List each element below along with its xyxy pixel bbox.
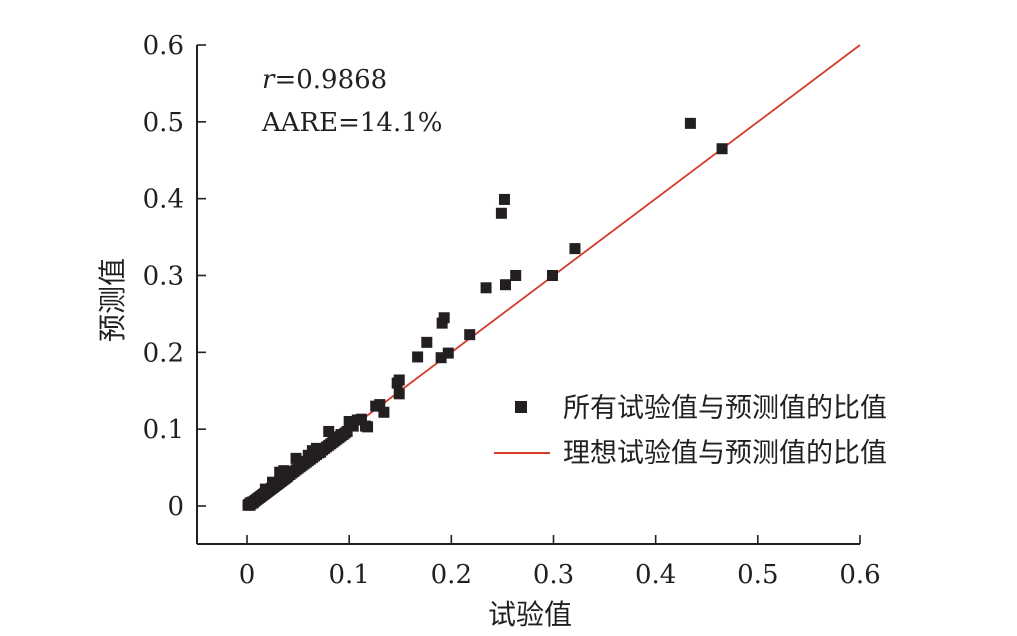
tick-labels: 0 0.1 0.2 0.3 0.4 0.5 0.6 0 0.1 0.2 0.3 0.4 0.5 0.6 (143, 31, 881, 590)
data-point (435, 352, 447, 364)
y-axis-title: 预测值 (96, 258, 129, 342)
data-point (499, 279, 511, 291)
data-point (546, 270, 558, 281)
y-tick-label: 0.5 (143, 108, 184, 138)
y-tick-label: 0.4 (143, 185, 184, 215)
data-point (294, 455, 306, 467)
x-tick-label: 0.1 (328, 560, 369, 590)
data-point (510, 270, 522, 281)
data-point (421, 336, 433, 348)
legend-label-ideal-line: 理想试验值与预测值的比值 (563, 438, 887, 469)
x-tick-label: 0.2 (431, 560, 472, 590)
data-point (569, 243, 581, 255)
x-tick-label: 0.5 (737, 560, 778, 590)
aare-annotation: AARE=14.1% (261, 108, 443, 138)
annotations: r=0.9868 AARE=14.1% (261, 65, 443, 138)
data-point (464, 329, 476, 341)
x-tick-label: 0.3 (533, 560, 574, 590)
data-point (480, 282, 492, 294)
correlation-annotation: r=0.9868 (262, 65, 387, 95)
data-point (267, 476, 279, 488)
data-point (442, 347, 454, 359)
plot-area (242, 44, 861, 511)
data-point (495, 207, 507, 219)
y-tick-label: 0.1 (143, 415, 184, 445)
data-point (498, 193, 510, 205)
y-tick-label: 0.3 (143, 262, 184, 292)
legend-marker-square (515, 401, 527, 413)
data-point (393, 388, 405, 400)
data-point (315, 446, 327, 458)
data-point (341, 425, 353, 437)
data-point (362, 421, 374, 433)
data-point (412, 351, 424, 363)
data-point (347, 420, 359, 432)
ticks (197, 44, 861, 544)
data-point (684, 117, 696, 129)
x-axis-title: 试验值 (488, 598, 572, 631)
data-point (374, 399, 386, 411)
x-tick-label: 0.6 (839, 560, 880, 590)
y-tick-label: 0 (167, 492, 184, 522)
data-point (335, 429, 347, 441)
x-tick-label: 0.4 (635, 560, 676, 590)
data-point (393, 374, 405, 386)
legend-label-all-values: 所有试验值与预测值的比值 (563, 393, 887, 424)
data-point (278, 465, 290, 477)
data-point (438, 312, 450, 324)
y-tick-label: 0.6 (143, 31, 184, 61)
data-point (355, 413, 367, 425)
data-point (323, 425, 335, 437)
correlation-value: =0.9868 (274, 65, 387, 95)
x-tick-label: 0 (239, 560, 256, 590)
axes (196, 45, 860, 545)
data-point (378, 406, 390, 418)
correlation-symbol: r (262, 65, 276, 95)
data-point (259, 483, 271, 495)
data-point (329, 431, 341, 443)
data-point (716, 143, 728, 155)
y-tick-label: 0.2 (143, 338, 184, 368)
legend: 所有试验值与预测值的比值 理想试验值与预测值的比值 (494, 393, 887, 469)
